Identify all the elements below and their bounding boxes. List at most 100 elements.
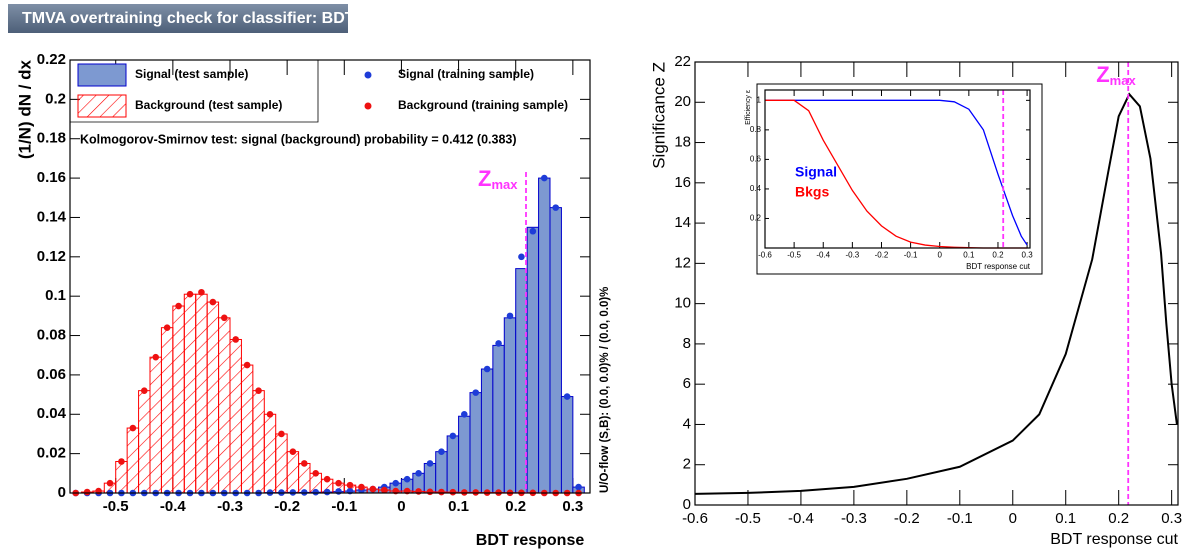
- y-tick-label: 0.2: [750, 214, 762, 223]
- x-tick-label: 0: [1009, 510, 1017, 527]
- training-point: [438, 488, 445, 496]
- legend-swatch: [77, 94, 127, 118]
- training-point: [369, 485, 377, 493]
- y-tick-label: 0.08: [37, 327, 66, 344]
- background-bin: [195, 293, 208, 494]
- curve: [765, 99, 1028, 246]
- y-tick-label: 14: [674, 214, 691, 231]
- background-bin: [206, 301, 220, 494]
- x-tick-label: 0.1: [448, 498, 469, 515]
- signal-bin: [492, 344, 505, 494]
- training-point: [163, 324, 171, 331]
- zmax-symbol: Z: [478, 166, 491, 191]
- training-point: [392, 479, 400, 487]
- training-point: [83, 488, 91, 496]
- training-point: [403, 475, 411, 483]
- background-bin: [229, 338, 242, 494]
- x-axis-label: BDT response cut: [1050, 531, 1178, 548]
- training-point: [540, 174, 548, 182]
- background-bin: [160, 327, 174, 494]
- x-tick-label: -0.3: [845, 251, 859, 260]
- x-tick-label: -0.2: [894, 510, 920, 527]
- y-tick-label: 4: [683, 415, 691, 432]
- signal-bin: [549, 207, 562, 494]
- y-axis-label: Efficiency ε: [745, 90, 752, 125]
- plot-frame: [694, 61, 1179, 506]
- legend-frame: [70, 60, 319, 123]
- training-point: [449, 488, 457, 496]
- training-point: [118, 458, 125, 465]
- training-point: [529, 227, 537, 235]
- x-tick-label: -0.4: [160, 498, 187, 515]
- title-box: [8, 4, 348, 33]
- training-point: [472, 389, 480, 396]
- y-tick-label: 0.8: [750, 125, 762, 134]
- inset-box: [756, 83, 1043, 275]
- y-tick-label: 0.4: [750, 184, 762, 193]
- y-tick-label: 0.06: [37, 366, 66, 383]
- x-tick-label: -0.2: [875, 251, 889, 260]
- x-tick-label: -0.4: [788, 510, 814, 527]
- x-tick-label: -0.5: [787, 251, 801, 260]
- signal-bin: [526, 226, 540, 494]
- training-point: [220, 314, 228, 322]
- training-point: [323, 475, 331, 483]
- training-point: [438, 448, 445, 455]
- x-tick-label: -0.5: [735, 510, 761, 527]
- y-tick-label: 1: [757, 95, 762, 104]
- signal-bin: [469, 392, 482, 494]
- y-tick-label: 0.1: [45, 287, 66, 304]
- x-tick-label: 0: [397, 498, 405, 515]
- y-tick-label: 0.22: [37, 51, 66, 68]
- training-point: [255, 387, 262, 394]
- x-tick-label: -0.6: [758, 251, 772, 260]
- training-point: [563, 393, 571, 400]
- training-point: [575, 483, 582, 491]
- training-point: [312, 470, 320, 477]
- training-point: [186, 290, 194, 298]
- x-tick-label: 0.1: [963, 251, 975, 260]
- signal-bin: [458, 415, 471, 494]
- training-point: [152, 353, 160, 361]
- y-tick-label: 0.18: [37, 130, 66, 147]
- training-point: [495, 340, 502, 347]
- training-point: [415, 488, 422, 495]
- zmax-label: Zmax: [478, 166, 518, 193]
- legend-label: Background (training sample): [398, 98, 568, 112]
- training-point: [209, 298, 217, 306]
- y-tick-label: 22: [674, 53, 691, 70]
- x-tick-label: -0.1: [947, 510, 973, 527]
- x-tick-label: -0.6: [682, 510, 708, 527]
- signal-bin: [503, 317, 517, 494]
- legend-marker: [364, 71, 372, 79]
- legend-swatch: [77, 63, 127, 87]
- training-point: [175, 302, 182, 310]
- training-point: [518, 253, 525, 261]
- x-tick-label: 0.1: [1055, 510, 1076, 527]
- training-point: [300, 460, 308, 467]
- background-bin: [263, 413, 277, 494]
- legend-label: Bkgs: [795, 184, 829, 200]
- signal-bin: [480, 368, 494, 494]
- x-tick-label: -0.3: [841, 510, 867, 527]
- training-point: [335, 488, 342, 495]
- x-tick-label: 0.2: [505, 498, 526, 515]
- y-tick-label: 20: [674, 93, 691, 110]
- training-point: [426, 488, 434, 496]
- training-point: [278, 430, 285, 438]
- x-tick-label: 0: [937, 251, 942, 260]
- background-bin: [172, 305, 185, 494]
- training-point: [243, 361, 251, 369]
- y-axis-label: Significance Z: [649, 62, 668, 169]
- side-note: U/O-flow (S,B): (0.0, 0.0)% / (0.0, 0.0)…: [599, 287, 611, 493]
- background-bin: [115, 461, 128, 494]
- background-bin: [286, 451, 300, 494]
- training-point: [552, 204, 560, 211]
- y-tick-label: 0.2: [45, 90, 66, 107]
- zmax-label: Zmax: [1096, 62, 1136, 89]
- signal-bin: [435, 451, 448, 494]
- x-tick-label: -0.2: [274, 498, 300, 515]
- background-bin: [138, 390, 151, 494]
